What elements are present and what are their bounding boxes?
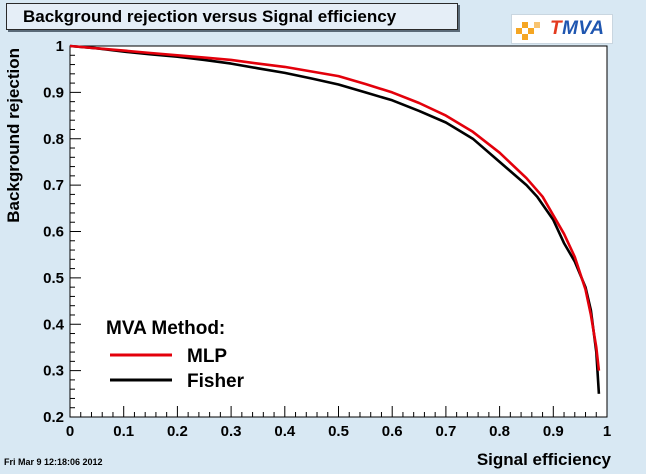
x-tick-label: 0.6 bbox=[382, 423, 403, 440]
tmva-logo-text-prefix: T bbox=[550, 18, 563, 39]
y-tick-label: 0.7 bbox=[43, 177, 64, 194]
tmva-logo: TMVA bbox=[511, 14, 613, 44]
x-tick-label: 0.1 bbox=[113, 423, 134, 440]
x-tick-label: 0.7 bbox=[435, 423, 456, 440]
y-tick-label: 0.4 bbox=[43, 316, 65, 333]
x-tick-label: 1 bbox=[603, 423, 611, 440]
tmva-logo-text: TMVA bbox=[550, 18, 604, 40]
y-tick-label: 0.6 bbox=[43, 224, 64, 241]
x-tick-label: 0.3 bbox=[221, 423, 242, 440]
y-axis-title: Background rejection bbox=[4, 48, 23, 223]
x-tick-label: 0.8 bbox=[489, 423, 510, 440]
x-tick-label: 0.4 bbox=[274, 423, 296, 440]
timestamp-footer: Fri Mar 9 12:18:06 2012 bbox=[4, 457, 103, 467]
legend-title: MVA Method: bbox=[106, 318, 225, 339]
x-axis-title: Signal efficiency bbox=[477, 450, 612, 469]
axis-ticks: 0 0.1 0.2 0.3 0.4 0.5 0.6 0.7 0.8 0.9 1 0.2 0.3 0.4 0.… bbox=[43, 38, 611, 440]
x-tick-label: 0.2 bbox=[167, 423, 188, 440]
y-tick-label: 0.2 bbox=[43, 409, 64, 426]
chart-title: Background rejection versus Signal effic… bbox=[6, 3, 458, 30]
y-tick-label: 1 bbox=[56, 38, 64, 55]
tmva-logo-text-rest: MVA bbox=[562, 18, 605, 39]
series-line-mlp bbox=[69, 44, 601, 371]
legend: MVA Method: MLP Fisher bbox=[106, 318, 245, 392]
series-line-fisher bbox=[69, 44, 601, 394]
x-tick-label: 0.5 bbox=[328, 423, 349, 440]
x-tick-label: 0 bbox=[66, 423, 74, 440]
y-tick-label: 0.9 bbox=[43, 84, 64, 101]
y-tick-label: 0.5 bbox=[43, 270, 64, 287]
legend-label-mlp: MLP bbox=[187, 346, 227, 367]
series-lines bbox=[69, 44, 601, 394]
y-tick-label: 0.8 bbox=[43, 131, 64, 148]
legend-label-fisher: Fisher bbox=[187, 371, 245, 392]
y-tick-label: 0.3 bbox=[43, 363, 64, 380]
plot-frame bbox=[69, 45, 608, 418]
tmva-logo-icon bbox=[516, 22, 540, 40]
x-tick-label: 0.9 bbox=[543, 423, 564, 440]
chart-title-text: Background rejection versus Signal effic… bbox=[23, 6, 397, 26]
